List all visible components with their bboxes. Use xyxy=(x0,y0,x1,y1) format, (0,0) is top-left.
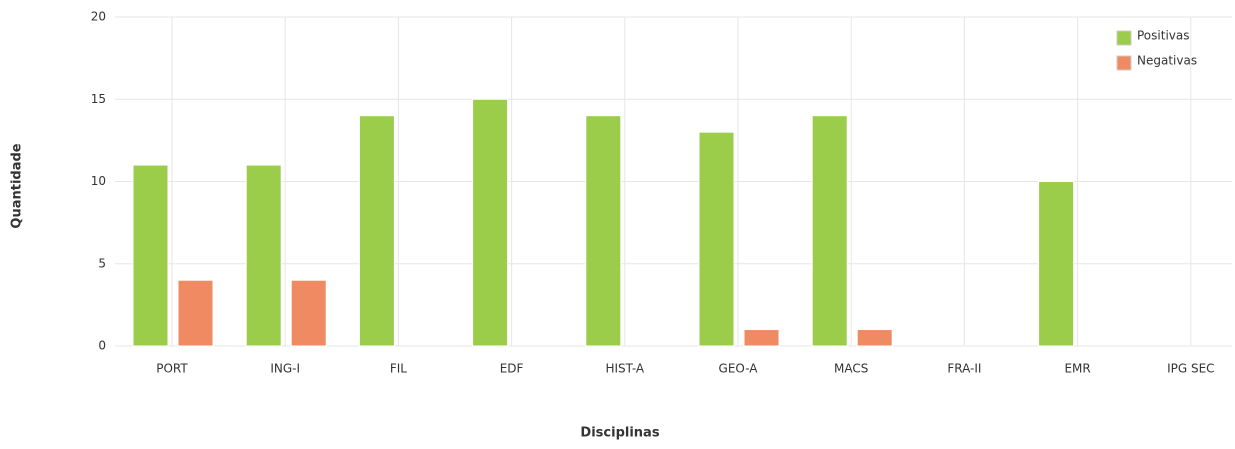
y-tick-label: 5 xyxy=(98,256,106,270)
y-axis-title: Quantidade xyxy=(10,143,25,228)
bar xyxy=(358,115,395,347)
x-tick-label: EMR xyxy=(1064,362,1090,376)
x-tick-label: PORT xyxy=(156,362,188,376)
bar xyxy=(698,131,735,347)
x-tick-label: FIL xyxy=(390,362,407,376)
legend-swatch xyxy=(1116,55,1132,71)
legend-swatch xyxy=(1116,30,1132,46)
x-axis-title: Disciplinas xyxy=(580,426,659,441)
y-tick-label: 10 xyxy=(91,174,106,188)
x-tick-label: ING-I xyxy=(270,362,300,376)
x-tick-label: MACS xyxy=(834,362,868,376)
legend-label: Negativas xyxy=(1137,54,1197,68)
bar xyxy=(1038,181,1075,347)
x-tick-label: EDF xyxy=(500,362,524,376)
bar xyxy=(811,115,848,347)
bar xyxy=(290,279,327,347)
x-tick-label: GEO-A xyxy=(719,362,759,376)
bar xyxy=(856,329,893,347)
y-tick-label: 20 xyxy=(91,10,106,24)
x-tick-label: FRA-II xyxy=(947,362,981,376)
x-tick-label: HIST-A xyxy=(605,362,644,376)
x-tick-label: IPG SEC xyxy=(1167,362,1214,376)
bar xyxy=(585,115,622,347)
bar xyxy=(177,279,214,347)
bar xyxy=(472,98,509,347)
bar xyxy=(743,329,780,347)
bar xyxy=(245,164,282,347)
bar xyxy=(132,164,169,347)
legend-label: Positivas xyxy=(1137,29,1189,43)
y-tick-label: 15 xyxy=(91,92,106,106)
y-tick-label: 0 xyxy=(98,339,106,353)
